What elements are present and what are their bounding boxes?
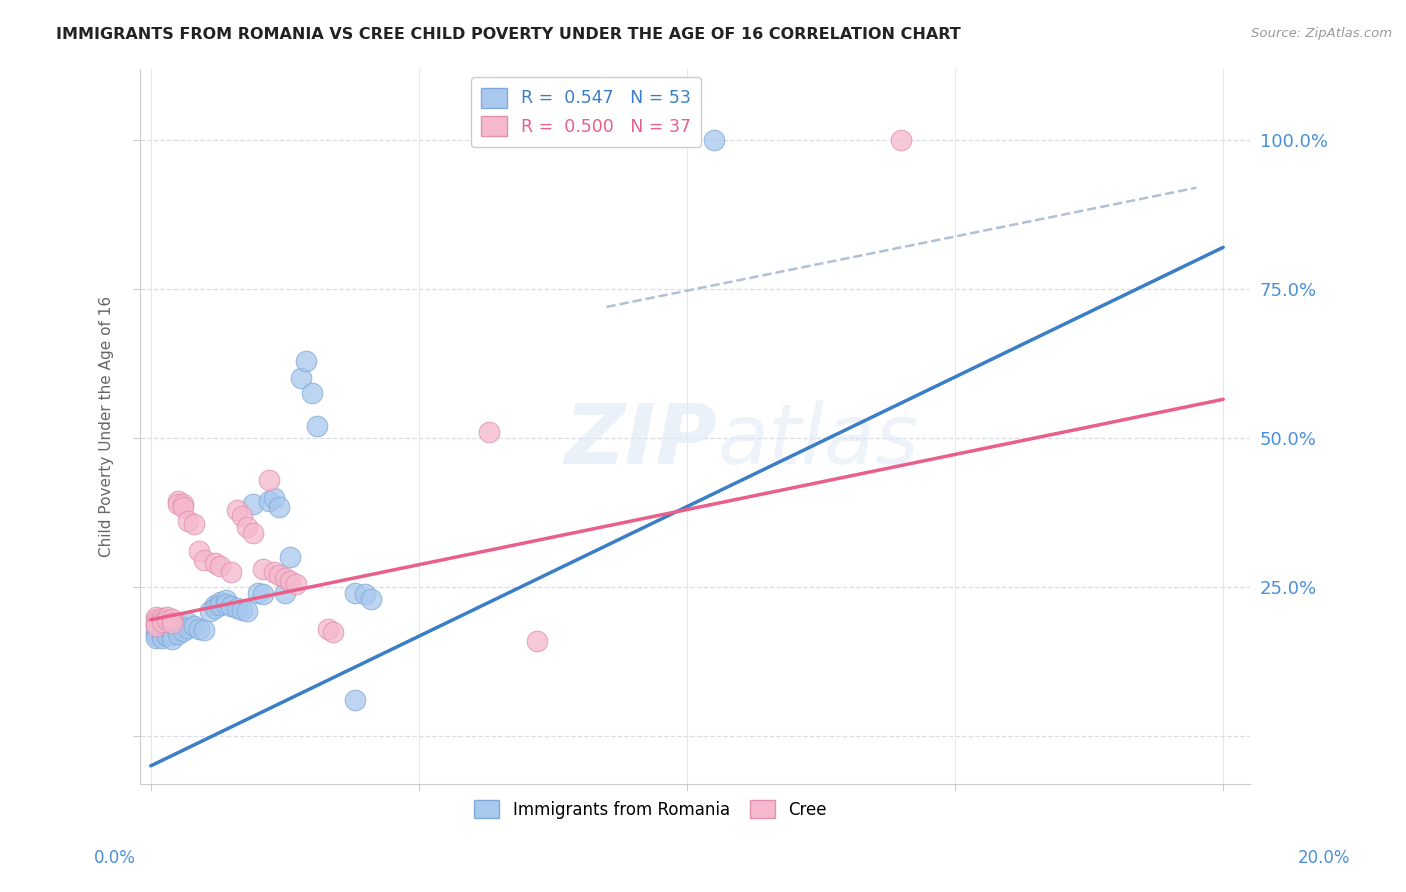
Point xyxy=(183,619,205,633)
Point xyxy=(252,587,274,601)
Point xyxy=(526,633,548,648)
Point xyxy=(215,593,238,607)
Point xyxy=(316,622,339,636)
Point xyxy=(172,497,194,511)
Point xyxy=(188,544,211,558)
Point xyxy=(160,621,183,635)
Text: 20.0%: 20.0% xyxy=(1298,849,1351,867)
Point xyxy=(305,419,328,434)
Point xyxy=(257,493,280,508)
Point xyxy=(274,571,297,585)
Point xyxy=(290,371,312,385)
Point xyxy=(160,628,183,642)
Point xyxy=(236,520,259,534)
Point xyxy=(252,562,274,576)
Point xyxy=(150,631,173,645)
Point xyxy=(150,624,173,639)
Point xyxy=(278,574,301,588)
Point xyxy=(172,500,194,514)
Point xyxy=(204,556,226,570)
Point xyxy=(204,598,226,612)
Point xyxy=(242,526,264,541)
Point xyxy=(145,615,167,630)
Point xyxy=(890,133,912,147)
Y-axis label: Child Poverty Under the Age of 16: Child Poverty Under the Age of 16 xyxy=(100,295,114,557)
Point xyxy=(177,615,200,630)
Point xyxy=(231,508,253,523)
Point xyxy=(166,623,188,637)
Point xyxy=(247,586,270,600)
Point xyxy=(295,353,318,368)
Point xyxy=(274,586,297,600)
Point xyxy=(343,693,366,707)
Point xyxy=(209,559,232,574)
Point xyxy=(209,595,232,609)
Point xyxy=(257,473,280,487)
Text: atlas: atlas xyxy=(717,400,920,481)
Point xyxy=(150,622,173,636)
Point xyxy=(160,612,183,626)
Text: 0.0%: 0.0% xyxy=(94,849,136,867)
Point xyxy=(301,386,323,401)
Point xyxy=(703,133,725,147)
Point xyxy=(322,624,344,639)
Legend: Immigrants from Romania, Cree: Immigrants from Romania, Cree xyxy=(468,794,834,825)
Point xyxy=(204,601,226,615)
Point xyxy=(145,619,167,633)
Point xyxy=(354,587,377,601)
Point xyxy=(160,632,183,646)
Point xyxy=(166,626,188,640)
Point xyxy=(156,629,179,643)
Point xyxy=(198,604,221,618)
Point xyxy=(156,610,179,624)
Point xyxy=(343,586,366,600)
Point xyxy=(193,553,215,567)
Point xyxy=(478,425,501,439)
Point xyxy=(145,631,167,645)
Point xyxy=(219,565,242,579)
Point xyxy=(150,611,173,625)
Point xyxy=(263,565,285,579)
Point xyxy=(225,601,247,615)
Point xyxy=(145,613,167,627)
Point xyxy=(145,619,167,633)
Text: ZIP: ZIP xyxy=(565,400,717,481)
Point xyxy=(145,610,167,624)
Point xyxy=(242,497,264,511)
Point xyxy=(166,497,188,511)
Point xyxy=(145,624,167,639)
Point xyxy=(215,597,238,611)
Point xyxy=(166,617,188,632)
Point xyxy=(145,628,167,642)
Point xyxy=(156,623,179,637)
Point xyxy=(156,626,179,640)
Point xyxy=(193,623,215,637)
Point xyxy=(172,620,194,634)
Point xyxy=(150,628,173,642)
Point xyxy=(231,603,253,617)
Point xyxy=(219,599,242,614)
Point xyxy=(284,577,307,591)
Point xyxy=(160,615,183,630)
Point xyxy=(278,550,301,565)
Point xyxy=(177,515,200,529)
Point xyxy=(166,493,188,508)
Point xyxy=(156,619,179,633)
Point xyxy=(269,568,291,582)
Point xyxy=(269,500,291,514)
Point xyxy=(172,624,194,639)
Point xyxy=(183,517,205,532)
Text: Source: ZipAtlas.com: Source: ZipAtlas.com xyxy=(1251,27,1392,40)
Text: IMMIGRANTS FROM ROMANIA VS CREE CHILD POVERTY UNDER THE AGE OF 16 CORRELATION CH: IMMIGRANTS FROM ROMANIA VS CREE CHILD PO… xyxy=(56,27,960,42)
Point xyxy=(209,598,232,612)
Point xyxy=(188,622,211,636)
Point xyxy=(263,491,285,505)
Point xyxy=(150,615,173,629)
Point xyxy=(156,613,179,627)
Point xyxy=(236,604,259,618)
Point xyxy=(177,621,200,635)
Point xyxy=(160,624,183,639)
Point xyxy=(360,591,382,606)
Point xyxy=(225,502,247,516)
